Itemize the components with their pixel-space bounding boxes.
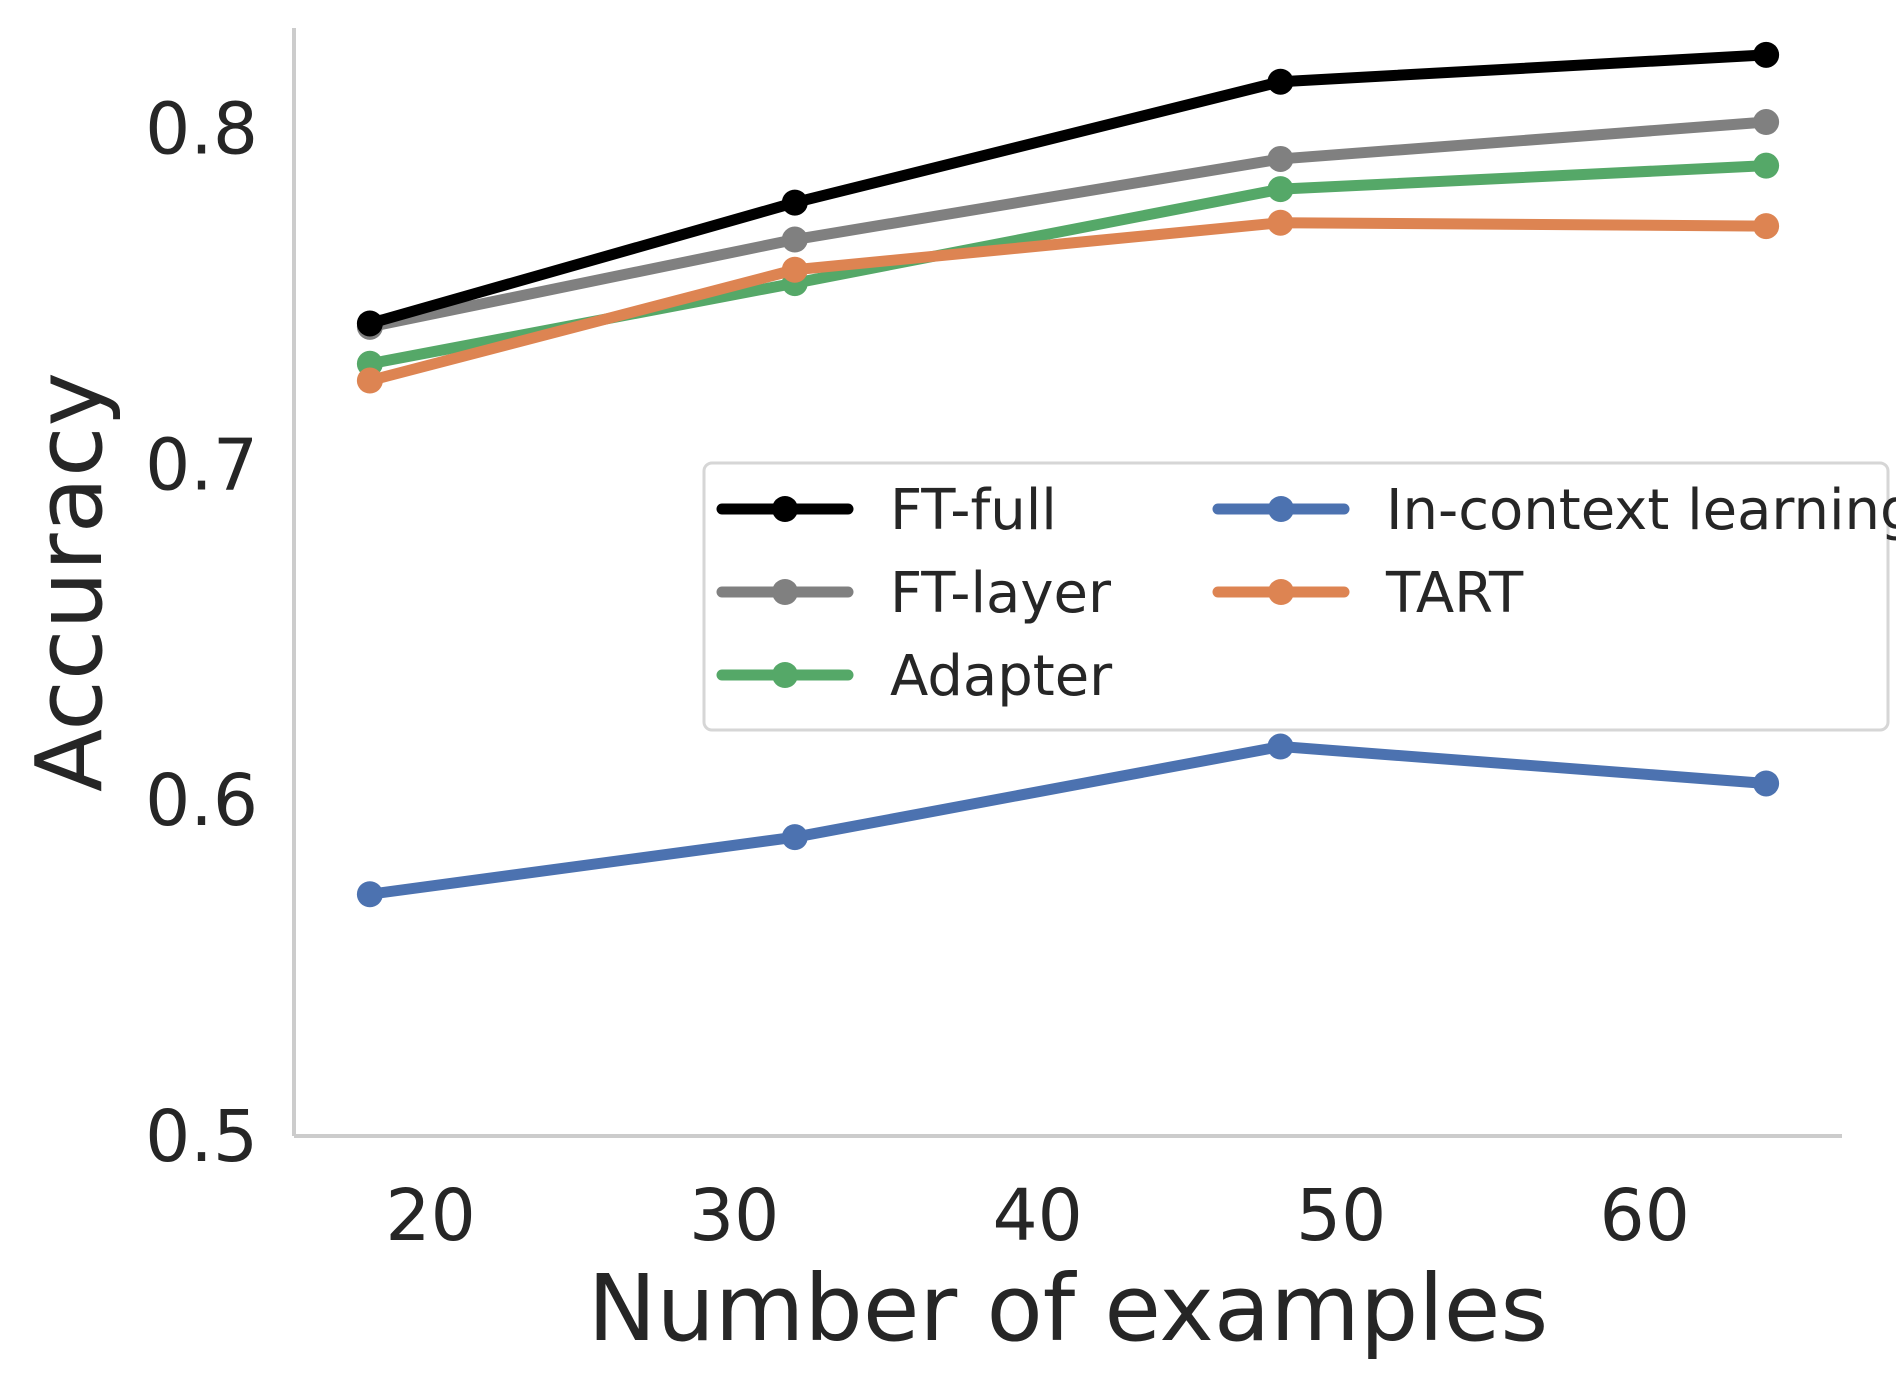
legend-label: TART xyxy=(1385,561,1524,626)
legend-marker xyxy=(772,496,798,522)
series-line xyxy=(364,116,1772,333)
data-point xyxy=(356,367,383,394)
series-layer xyxy=(356,41,1780,908)
legend-entry-tart: TART xyxy=(1212,561,1524,626)
legend-label: In-context learning xyxy=(1386,478,1896,543)
axes xyxy=(292,28,1842,1138)
data-point xyxy=(1267,145,1294,172)
series-tart xyxy=(356,209,1780,394)
series-line xyxy=(364,741,1772,900)
data-point xyxy=(781,256,808,283)
series-in-context-learning xyxy=(356,733,1780,908)
x-tick-label: 60 xyxy=(1600,1174,1690,1257)
x-tick-label: 30 xyxy=(689,1174,779,1257)
legend-label: FT-layer xyxy=(890,561,1112,626)
data-point xyxy=(781,226,808,253)
legend-label: FT-full xyxy=(890,478,1057,543)
x-tick-label: 50 xyxy=(1296,1174,1386,1257)
y-tick-label: 0.8 xyxy=(145,88,258,171)
legend-entry-in-context-learning: In-context learning xyxy=(1212,478,1896,543)
tick-labels: 20 30 40 50 60 0.5 0.6 0.7 0.8 xyxy=(145,88,1690,1257)
legend-entry-ft-full: FT-full xyxy=(716,478,1057,543)
legend: FT-full FT-layer Adapter In-context learnin… xyxy=(702,461,1896,732)
data-point xyxy=(1753,41,1780,68)
y-tick-label: 0.7 xyxy=(145,423,258,506)
data-point xyxy=(1753,109,1780,136)
x-tick-label: 20 xyxy=(385,1174,475,1257)
legend-label: Adapter xyxy=(890,644,1113,709)
series-line xyxy=(364,217,1772,387)
data-point xyxy=(1267,209,1294,236)
data-point xyxy=(1753,770,1780,797)
series-line xyxy=(364,49,1772,329)
data-point xyxy=(356,310,383,337)
y-tick-label: 0.6 xyxy=(145,759,258,842)
x-tick-label: 40 xyxy=(992,1174,1082,1257)
series-ft-full xyxy=(356,41,1780,337)
data-point xyxy=(1267,176,1294,203)
legend-entry-ft-layer: FT-layer xyxy=(716,561,1112,626)
data-point xyxy=(356,881,383,908)
y-tick-label: 0.5 xyxy=(145,1095,258,1178)
legend-marker xyxy=(772,662,798,688)
legend-marker xyxy=(1268,579,1294,605)
data-point xyxy=(1753,152,1780,179)
legend-marker xyxy=(1268,496,1294,522)
data-point xyxy=(1267,68,1294,95)
data-point xyxy=(781,189,808,216)
legend-entry-adapter: Adapter xyxy=(716,644,1113,709)
data-point xyxy=(1753,213,1780,240)
data-point xyxy=(1267,733,1294,760)
data-point xyxy=(781,824,808,851)
legend-marker xyxy=(772,579,798,605)
x-axis-title: Number of examples xyxy=(588,1255,1549,1362)
y-axis-title: Accuracy xyxy=(16,372,123,792)
